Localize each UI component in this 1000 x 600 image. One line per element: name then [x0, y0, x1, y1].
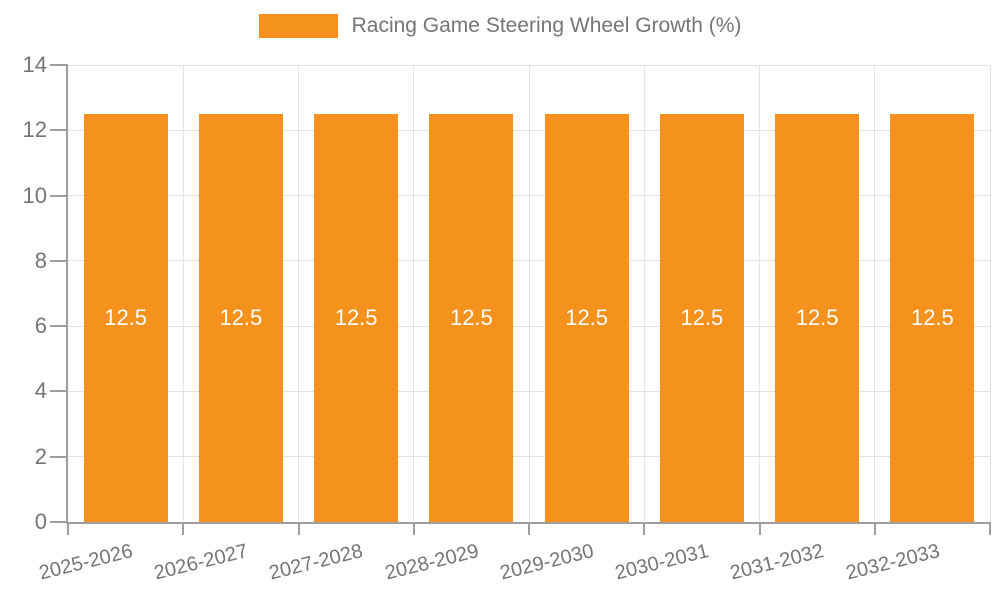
- x-axis-tick-label: 2030-2031: [613, 540, 712, 585]
- y-axis-tick-label: 8: [34, 247, 47, 273]
- chart-legend: Racing Game Steering Wheel Growth (%): [0, 14, 1000, 38]
- y-tick-mark: [50, 390, 68, 393]
- y-tick-mark: [50, 455, 68, 458]
- x-gridline: [413, 65, 415, 522]
- x-gridline: [989, 65, 991, 522]
- x-tick-mark: [643, 522, 646, 535]
- y-axis-tick-label: 4: [34, 378, 47, 404]
- x-gridline: [759, 65, 760, 522]
- y-axis-tick-label: 12: [22, 117, 47, 143]
- bar: [429, 113, 514, 522]
- bar-value-label: 12.5: [219, 304, 263, 330]
- x-gridline: [528, 65, 530, 522]
- legend-label: Racing Game Steering Wheel Growth (%): [351, 14, 742, 37]
- x-axis-tick-label: 2032-2033: [843, 540, 942, 585]
- x-axis-tick-label: 2029-2030: [497, 540, 596, 585]
- x-gridline: [298, 65, 299, 522]
- x-axis-tick-label: 2031-2032: [728, 540, 827, 585]
- bar: [890, 113, 975, 522]
- x-axis-line: [68, 522, 990, 524]
- bar: [775, 113, 860, 522]
- x-tick-mark: [412, 522, 415, 535]
- bar: [659, 113, 744, 522]
- y-axis-tick-label: 10: [22, 182, 47, 208]
- x-axis-tick-label: 2025-2026: [36, 540, 135, 585]
- y-axis-tick-label: 14: [22, 52, 47, 77]
- bar-value-label: 12.5: [680, 304, 724, 330]
- y-axis-line: [66, 65, 68, 524]
- x-tick-mark: [182, 522, 185, 535]
- y-axis-tick-label: 2: [34, 443, 47, 469]
- x-gridline: [643, 65, 645, 522]
- bar: [544, 113, 629, 522]
- y-tick-mark: [50, 194, 68, 197]
- x-axis-tick-label: 2028-2029: [382, 540, 481, 585]
- bar: [83, 113, 168, 522]
- y-axis-tick-label: 0: [34, 509, 47, 534]
- y-tick-mark: [50, 259, 68, 262]
- x-gridline: [874, 65, 876, 522]
- x-tick-mark: [873, 522, 876, 535]
- x-tick-mark: [989, 522, 991, 535]
- bar-value-label: 12.5: [449, 304, 493, 330]
- y-tick-mark: [50, 521, 68, 523]
- bar-value-label: 12.5: [334, 304, 378, 330]
- x-axis-tick-label: 2027-2028: [267, 540, 366, 585]
- x-tick-mark: [67, 522, 69, 535]
- bar-value-label: 12.5: [795, 304, 839, 330]
- x-axis-tick-label: 2026-2027: [152, 540, 251, 585]
- y-tick-mark: [50, 129, 68, 132]
- bar-value-label: 12.5: [565, 304, 609, 330]
- y-tick-mark: [50, 325, 68, 328]
- x-tick-mark: [528, 522, 530, 535]
- x-tick-mark: [758, 522, 761, 535]
- legend-swatch: [258, 14, 338, 38]
- bar-value-label: 12.5: [104, 304, 148, 330]
- bar-value-label: 12.5: [910, 304, 954, 330]
- y-axis-tick-label: 6: [34, 313, 47, 339]
- x-gridline: [182, 65, 184, 522]
- bar: [198, 113, 283, 522]
- bar: [314, 113, 399, 522]
- x-tick-mark: [297, 522, 300, 535]
- y-tick-mark: [50, 64, 68, 66]
